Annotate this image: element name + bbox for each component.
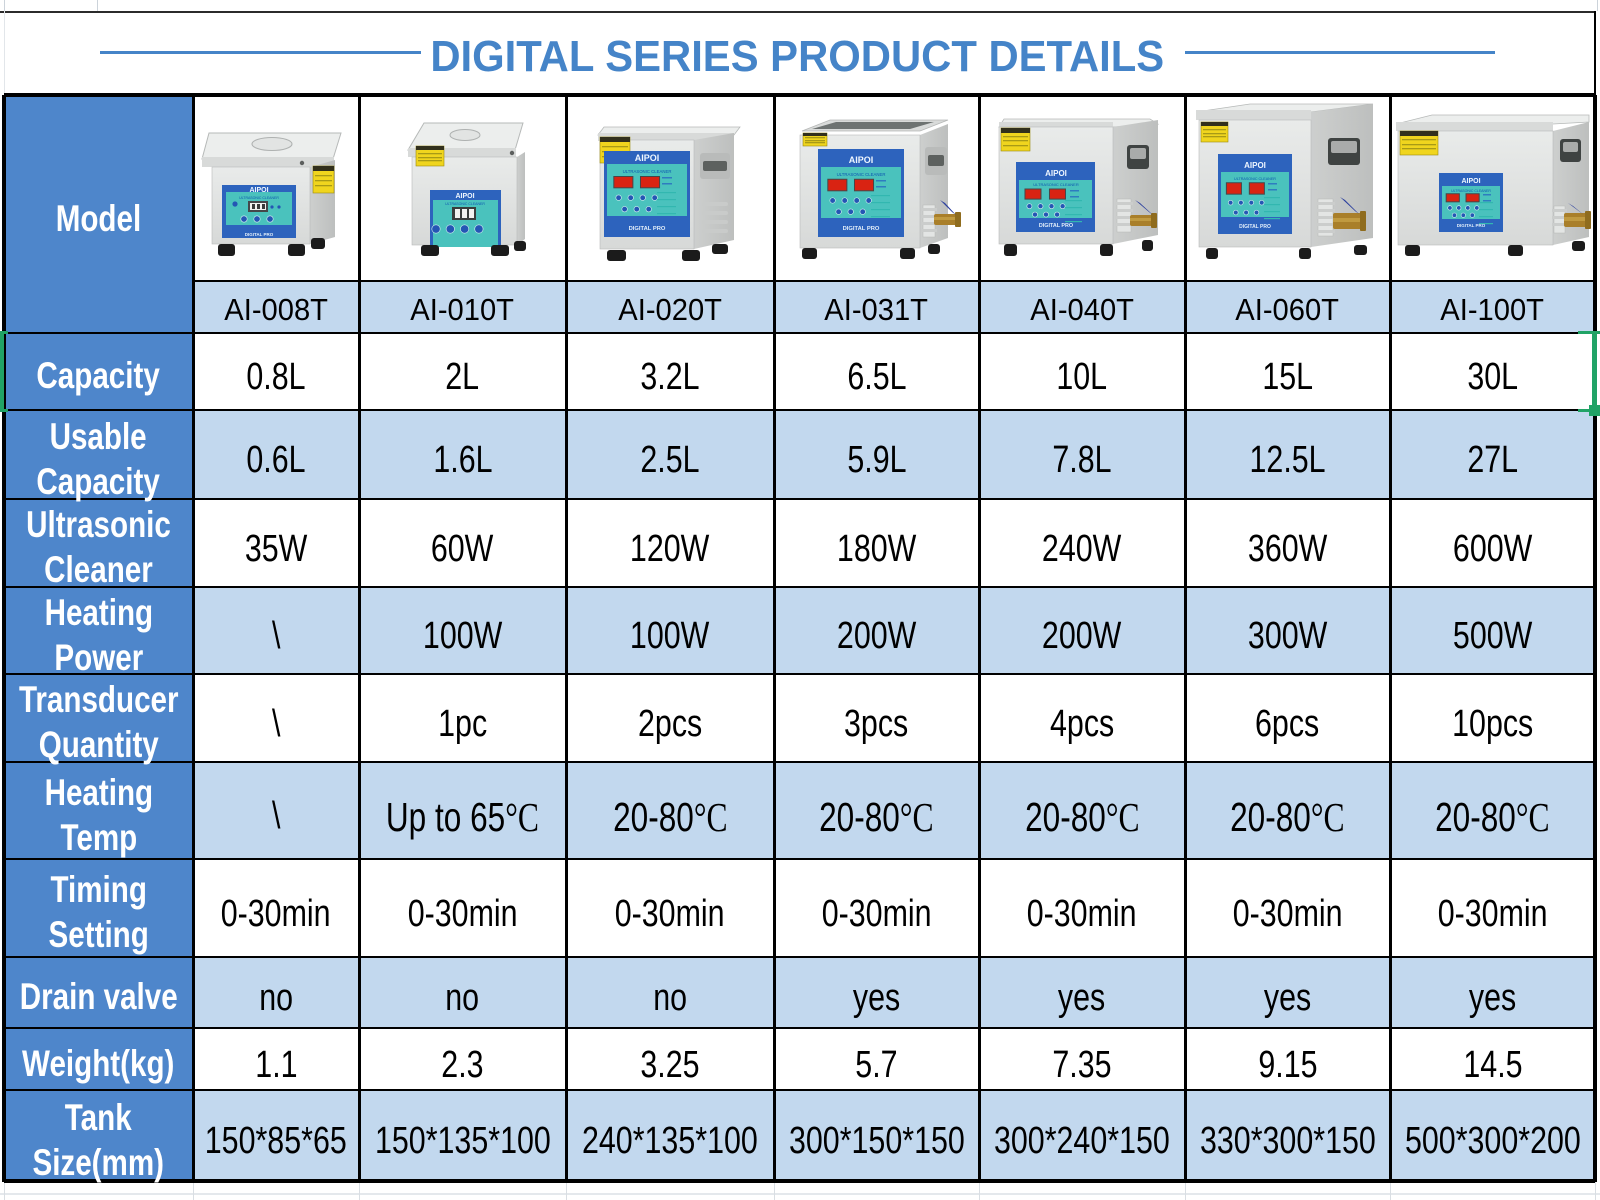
svg-text:DIGITAL PRO: DIGITAL PRO <box>1457 223 1486 228</box>
svg-text:ULTRASONIC CLEANER: ULTRASONIC CLEANER <box>837 172 886 177</box>
svg-text:AIPOI: AIPOI <box>1045 169 1067 178</box>
svg-text:AIPOI: AIPOI <box>455 193 474 200</box>
svg-text:ULTRASONIC CLEANER: ULTRASONIC CLEANER <box>445 202 485 206</box>
svg-text:ULTRASONIC CLEANER: ULTRASONIC CLEANER <box>1234 177 1276 181</box>
svg-text:ULTRASONIC CLEANER: ULTRASONIC CLEANER <box>239 196 279 200</box>
svg-text:ULTRASONIC CLEANER: ULTRASONIC CLEANER <box>623 169 672 174</box>
svg-text:AIPOI: AIPOI <box>1244 161 1266 170</box>
svg-text:AIPOI: AIPOI <box>249 187 268 194</box>
svg-text:AIPOI: AIPOI <box>1461 178 1480 185</box>
svg-text:DIGITAL PRO: DIGITAL PRO <box>629 226 666 232</box>
svg-text:DIGITAL PRO: DIGITAL PRO <box>843 226 880 232</box>
svg-text:AIPOI: AIPOI <box>635 153 660 163</box>
svg-text:ULTRASONIC CLEANER: ULTRASONIC CLEANER <box>1451 189 1491 193</box>
svg-text:AIPOI: AIPOI <box>849 155 874 165</box>
svg-text:ULTRASONIC CLEANER: ULTRASONIC CLEANER <box>1033 182 1079 187</box>
svg-text:DIGITAL PRO: DIGITAL PRO <box>245 232 274 237</box>
svg-text:DIGITAL PRO: DIGITAL PRO <box>1039 223 1073 229</box>
svg-text:DIGITAL PRO: DIGITAL PRO <box>1239 224 1271 230</box>
